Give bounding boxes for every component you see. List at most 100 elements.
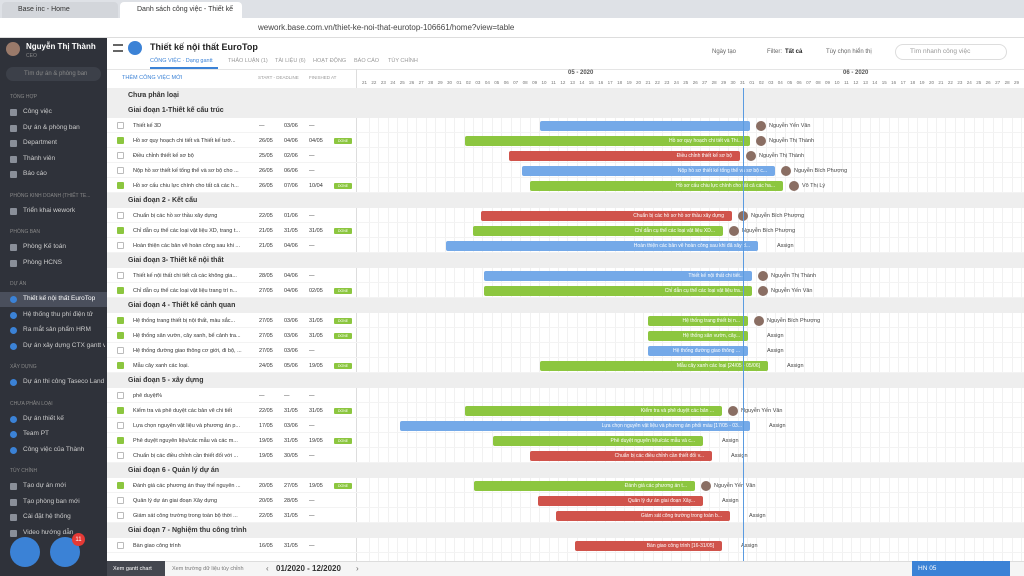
project-tab[interactable]: CÔNG VIỆC · Dạng gantt — [150, 58, 213, 64]
assign-button[interactable]: Assign — [767, 347, 784, 354]
sidebar-item[interactable]: Tạo dự án mới — [23, 482, 66, 489]
task-name[interactable]: Lựa chọn nguyên vật liệu và phương án p.… — [133, 422, 240, 429]
task-name[interactable]: Nộp hồ sơ thiết kế tổng thể và sơ bộ cho… — [133, 167, 239, 174]
checkbox[interactable] — [117, 182, 124, 189]
task-name[interactable]: Chỉ dẫn cụ thể các loại vật liệu XD, tra… — [133, 227, 241, 234]
gantt-bar[interactable] — [540, 120, 750, 131]
checkbox[interactable] — [117, 437, 124, 444]
task-name[interactable]: Mẫu cây xanh các loại. — [133, 362, 189, 369]
checkbox[interactable] — [117, 287, 124, 294]
checkbox[interactable] — [117, 167, 124, 174]
add-task[interactable]: THÊM CÔNG VIỆC MỚI — [122, 75, 183, 81]
sidebar-item[interactable]: Triển khai wework — [23, 206, 76, 214]
group-title[interactable]: Giai đoạn 4 - Thiết kế cảnh quan — [128, 301, 236, 309]
task-name[interactable]: Đánh giá các phương án thay thế nguyên .… — [133, 482, 241, 489]
checkbox[interactable] — [117, 122, 124, 129]
checkbox[interactable] — [117, 137, 124, 144]
gantt-bar[interactable]: Hệ thống trang thiết bị n... — [648, 315, 748, 326]
sidebar-item[interactable]: Tạo phòng ban mới — [23, 497, 80, 505]
sidebar-item[interactable]: Dự án & phòng ban — [23, 123, 80, 131]
project-tab[interactable]: HOẠT ĐỘNG — [313, 58, 347, 64]
project-tab[interactable]: TÀI LIỆU (6) — [275, 58, 306, 64]
task-name[interactable]: Chỉ dẫn cụ thể các loại vật liệu trang t… — [133, 287, 238, 294]
assign-button[interactable]: Assign — [722, 437, 739, 444]
checkbox[interactable] — [117, 152, 124, 159]
gantt-bar[interactable]: Lựa chọn nguyên vật liệu và phương án ph… — [400, 420, 750, 431]
task-name[interactable]: phê duyệt% — [133, 392, 163, 399]
gantt-bar[interactable]: Chỉ dẫn cụ thể các loại vật liệu tra... — [484, 285, 752, 296]
gantt-bar[interactable]: Thiết kế nội thất chi tiết... — [484, 270, 752, 281]
assign-button[interactable]: Assign — [787, 362, 804, 369]
checkbox[interactable] — [117, 482, 124, 489]
gantt-bar[interactable]: Chuẩn bị các hồ sơ hồ sơ thầu xây dựng — [481, 210, 732, 221]
gantt-bar[interactable]: Hệ thống đường giao thông ... — [648, 345, 748, 356]
project-tab[interactable]: THẢO LUẬN (1) — [228, 58, 268, 64]
task-name[interactable]: Chuẩn bị các điều chỉnh cần thiết đối vớ… — [133, 452, 239, 459]
group-title[interactable]: Giai đoạn 3- Thiết kế nội thất — [128, 256, 224, 264]
task-name[interactable]: Bàn giao công trình — [133, 542, 181, 549]
project-tab[interactable]: TÙY CHỈNH — [388, 58, 418, 64]
gantt-bar[interactable]: Hệ thống sân vườn, cây... — [648, 330, 748, 341]
sidebar-item[interactable]: Hệ thống thu phí điện tử — [23, 310, 94, 318]
assign-button[interactable]: Assign — [731, 452, 748, 459]
assign-button[interactable]: Assign — [749, 512, 766, 519]
prev-arrow[interactable]: ‹ — [266, 563, 269, 573]
checkbox[interactable] — [117, 392, 124, 399]
assign-button[interactable]: Assign — [741, 542, 758, 549]
sort-control[interactable]: Ngày tạo — [712, 49, 737, 55]
gantt-bar[interactable]: Hồ sơ quy hoạch chi tiết và Thi... — [465, 135, 750, 146]
task-name[interactable]: Quản lý dự án giai đoạn Xây dựng — [133, 497, 218, 504]
task-name[interactable]: Thiết kế 3D — [133, 122, 162, 129]
gantt-bar[interactable]: Hoàn thiện các bản vẽ hoàn công sau khi … — [446, 240, 758, 251]
task-name[interactable]: Giám sát công trường trong toàn bộ thời … — [133, 512, 238, 519]
sidebar-item[interactable]: Cài đặt hệ thống — [23, 513, 71, 520]
group-title[interactable]: Giai đoạn 6 - Quản lý dự án — [128, 466, 220, 474]
group-title[interactable]: Giai đoạn 7 - Nghiệm thu công trình — [128, 526, 247, 534]
sidebar-item[interactable]: Department — [23, 139, 57, 146]
checkbox[interactable] — [117, 272, 124, 279]
checkbox[interactable] — [117, 362, 124, 369]
gantt-bar[interactable]: Phê duyệt nguyên liệu/các mẫu và c... — [493, 435, 703, 446]
project-tab[interactable]: BÁO CÁO — [354, 58, 380, 64]
checkbox[interactable] — [117, 407, 124, 414]
task-name[interactable]: Hồ sơ quy hoạch chi tiết và Thiết kế tướ… — [133, 137, 236, 144]
gantt-view-button[interactable] — [107, 561, 165, 576]
sidebar-item[interactable]: Thành viên — [23, 154, 56, 162]
task-name[interactable]: Hệ thống đường giao thông cơ giới, đi bộ… — [133, 347, 242, 354]
gantt-bar[interactable]: Nộp hồ sơ thiết kế tổng thể và sơ bộ c..… — [522, 165, 775, 176]
custom-fields-link[interactable]: Xem trường dữ liệu tùy chỉnh — [172, 565, 244, 572]
gantt-bar[interactable]: Đánh giá các phương án t... — [474, 480, 695, 491]
group-title[interactable]: Giai đoạn 2 - Kết cấu — [128, 196, 198, 204]
gantt-bar[interactable]: Bàn giao công trình [16-31/05] — [575, 540, 722, 551]
sidebar-item[interactable]: Video hướng dẫn — [23, 528, 74, 536]
filter-value[interactable]: Tất cả — [785, 49, 803, 55]
sidebar-item[interactable]: Dự án thi công Taseco Land — [23, 378, 105, 385]
today-box[interactable] — [912, 561, 1010, 576]
checkbox[interactable] — [117, 542, 124, 549]
task-name[interactable]: Chuẩn bị các hồ sơ thầu xây dựng — [133, 212, 218, 219]
assign-button[interactable]: Assign — [777, 242, 794, 249]
checkbox[interactable] — [117, 497, 124, 504]
sidebar-item[interactable]: Dự án xây dựng CTX gantt v... — [23, 341, 105, 349]
task-name[interactable]: Hồ sơ cấu chiu lực chính cho tất cả các … — [133, 182, 239, 189]
task-name[interactable]: Hoàn thiện các bản vẽ hoàn công sau khi … — [133, 242, 241, 249]
sidebar-item[interactable]: Phòng HCNS — [23, 258, 63, 266]
search-box[interactable] — [6, 67, 101, 81]
assign-button[interactable]: Assign — [769, 422, 786, 429]
sidebar-item[interactable]: Phòng Kế toán — [23, 243, 67, 250]
task-name[interactable]: Kiểm tra và phê duyệt các bản vẽ chi tiế… — [133, 407, 233, 414]
checkbox[interactable] — [117, 512, 124, 519]
task-name[interactable]: Phê duyệt nguyên liệu/các mẫu và các m..… — [133, 437, 238, 444]
checkbox[interactable] — [117, 347, 124, 354]
gantt-bar[interactable]: Kiểm tra và phê duyệt các bản ... — [465, 405, 722, 416]
quick-search[interactable] — [895, 44, 1007, 60]
assign-button[interactable]: Assign — [722, 497, 739, 504]
tab[interactable] — [120, 2, 242, 18]
sidebar-item[interactable]: Thiết kế nội thất EuroTop — [23, 295, 96, 302]
checkbox[interactable] — [117, 317, 124, 324]
gantt-bar[interactable]: Chỉ dẫn cụ thể các loại vật liệu XD... — [473, 225, 723, 236]
sidebar-item[interactable]: Team PT — [23, 430, 50, 437]
sidebar-item[interactable]: Dự án thiết kế — [23, 414, 64, 422]
checkbox[interactable] — [117, 227, 124, 234]
tab[interactable] — [2, 2, 118, 18]
